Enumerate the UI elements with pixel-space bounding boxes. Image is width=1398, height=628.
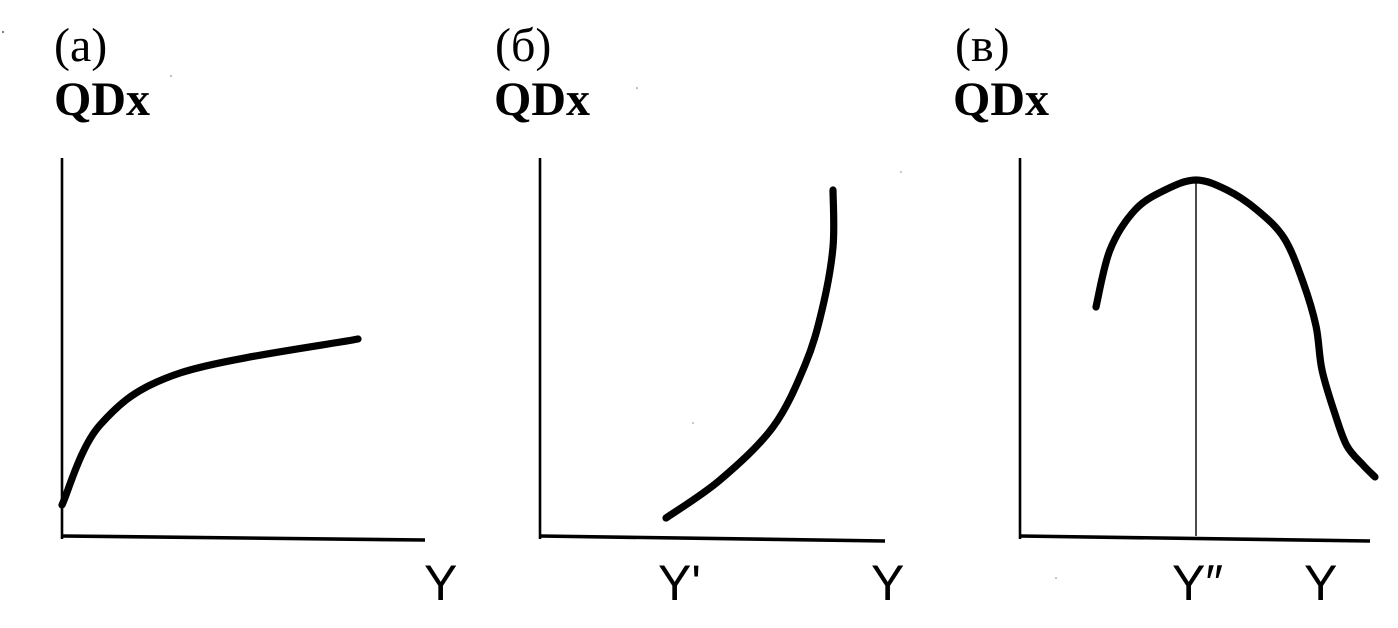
svg-text:Y: Y xyxy=(424,555,457,611)
svg-text:(б): (б) xyxy=(495,19,551,72)
svg-text:Y: Y xyxy=(1304,555,1337,611)
svg-text:Y': Y' xyxy=(658,555,701,611)
svg-text:(a): (a) xyxy=(54,19,107,72)
svg-text:QDx: QDx xyxy=(494,73,590,126)
svg-text:QDx: QDx xyxy=(54,73,150,126)
svg-text:Y: Y xyxy=(871,555,904,611)
svg-text:QDx: QDx xyxy=(953,73,1049,126)
svg-text:(в): (в) xyxy=(955,19,1010,72)
svg-text:Y″: Y″ xyxy=(1172,555,1223,611)
